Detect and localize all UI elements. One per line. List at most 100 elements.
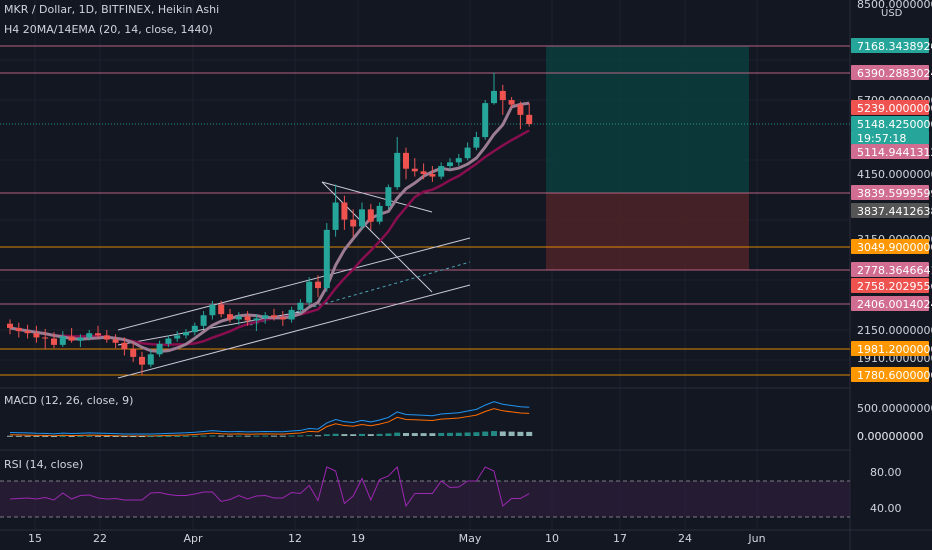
candle-body [7, 323, 13, 328]
macd-histogram-bar [508, 431, 515, 436]
macd-histogram-bar [464, 432, 471, 436]
candle-body [323, 229, 330, 289]
macd-histogram-bar [156, 435, 163, 437]
candle-body [121, 342, 128, 350]
level-badge-label: 1981.20000000 [857, 343, 932, 356]
candle-body [156, 343, 163, 355]
time-axis[interactable]: 15 22 Apr 12 19 May 10 17 24 Jun [28, 532, 766, 545]
candle-body [411, 168, 418, 172]
candle-body [464, 147, 471, 159]
countdown-badge [851, 131, 929, 144]
macd-histogram-bar [51, 435, 57, 437]
macd-histogram-bar [86, 435, 93, 437]
candle-body [209, 304, 216, 316]
candle-body [86, 333, 93, 338]
price-tick-label: 8500.00000000 [857, 0, 932, 11]
candle-body [218, 304, 225, 315]
candle-body [59, 336, 66, 345]
macd-histogram-bar [526, 431, 533, 436]
candle-body [42, 337, 49, 339]
macd-histogram-bar [227, 435, 233, 437]
candle-body [253, 318, 260, 321]
macd-histogram-bar [473, 432, 480, 436]
macd-histogram-bar [253, 435, 260, 437]
macd-histogram-bar [77, 435, 84, 437]
candle-body [77, 337, 84, 341]
time-tick-label: 17 [613, 532, 627, 545]
candle-body [394, 152, 401, 188]
macd-histogram-bar [455, 432, 462, 436]
candle-body [420, 171, 427, 174]
candle-body [262, 315, 269, 319]
candle-body [482, 103, 489, 138]
macd-histogram-bar [332, 433, 339, 436]
rsi-pane [0, 465, 850, 518]
profit-zone [546, 46, 749, 193]
level-badge [851, 278, 929, 293]
macd-histogram-bar [218, 435, 225, 437]
macd-histogram-bar [33, 435, 40, 437]
trend-line [321, 181, 433, 293]
macd-histogram-bar [394, 432, 401, 436]
macd-histogram-bar [429, 433, 436, 436]
macd-histogram-bar [147, 436, 154, 437]
candle-body [526, 114, 533, 124]
trend-line [321, 181, 433, 213]
macd-histogram-bar [359, 433, 365, 436]
price-tick-label: 2150.00000000 [857, 324, 932, 337]
macd-histogram-bar [244, 435, 251, 437]
level-badge [851, 38, 929, 53]
candle-body [174, 335, 181, 339]
candle-body [403, 152, 409, 169]
level-badge [851, 144, 929, 159]
candle-body [271, 315, 277, 318]
level-badge-label: 1780.60000000 [857, 369, 932, 382]
macd-histogram-bar [24, 435, 31, 437]
price-axis[interactable]: 8500.000000005700.000000004150.000000003… [851, 0, 932, 515]
time-tick-label: Jun [747, 532, 765, 545]
candle-body [200, 315, 207, 326]
candle-body [51, 338, 57, 345]
level-badge-label: 5148.42500000 [857, 118, 932, 131]
macd-histogram-bar [112, 435, 119, 437]
macd-histogram-bar [209, 435, 216, 437]
rsi-label: RSI (14, close) [4, 458, 84, 471]
level-badge-label: 2406.00140244 [857, 298, 932, 311]
time-tick-label: 12 [288, 532, 302, 545]
level-badge [851, 367, 929, 382]
rsi-tick-label: 80.00 [870, 466, 902, 479]
macd-histogram-bar [235, 435, 242, 437]
candle-body [297, 302, 304, 310]
level-badge [851, 185, 929, 200]
macd-line [9, 401, 530, 435]
candle-body [165, 338, 172, 344]
macd-pane [7, 401, 533, 437]
macd-histogram-bar [15, 435, 22, 437]
candle-body [367, 209, 374, 222]
macd-histogram-bar [130, 436, 137, 437]
candle-body [491, 90, 497, 104]
rsi-line [9, 465, 530, 508]
macd-histogram-bar [315, 435, 321, 437]
countdown-label: 19:57:18 [857, 132, 906, 145]
candle-body [235, 316, 242, 320]
level-badge [851, 65, 929, 80]
level-badge [851, 116, 929, 131]
macd-histogram-bar [297, 435, 304, 437]
candle-body [376, 205, 383, 222]
price-tick-label: 0.00000000 [857, 430, 923, 443]
macd-histogram-bar [200, 435, 207, 437]
rsi-band [0, 481, 850, 517]
macd-histogram-bar [482, 431, 489, 436]
macd-histogram-bar [403, 433, 409, 436]
time-tick-label: May [459, 532, 482, 545]
macd-histogram-bar [271, 435, 277, 437]
candles [7, 72, 533, 375]
macd-histogram-bar [288, 435, 295, 437]
candle-body [517, 104, 524, 115]
macd-histogram-bar [262, 435, 269, 437]
macd-histogram-bar [499, 431, 506, 436]
candle-body [139, 356, 145, 365]
